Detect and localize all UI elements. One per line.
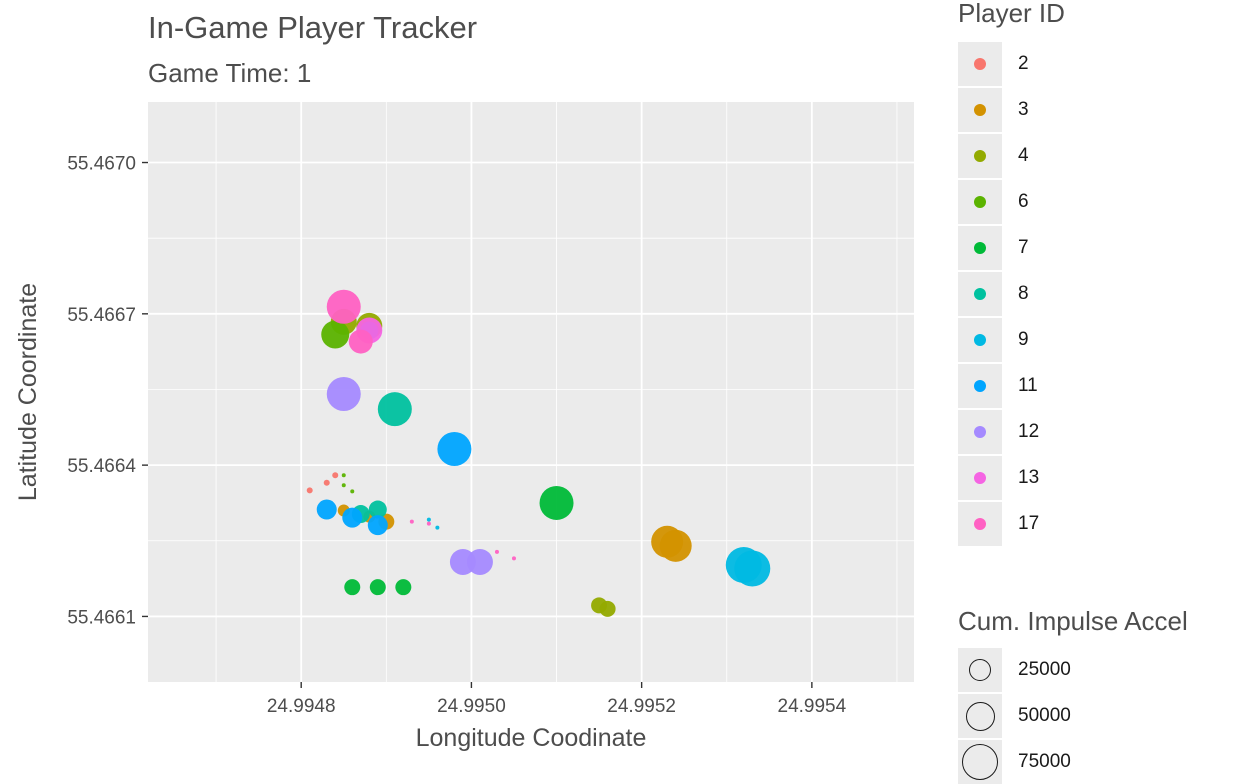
legend-dot [974, 58, 986, 70]
player-12-point [326, 377, 361, 412]
player-11-point [367, 515, 388, 536]
legend-dot [974, 380, 986, 392]
size-ring [962, 744, 998, 780]
legend-dot [974, 472, 986, 484]
player-17-point [494, 549, 499, 554]
legend-dot [974, 196, 986, 208]
player-6-point [341, 483, 346, 488]
legend-label-player-13: 13 [1018, 467, 1040, 488]
legend-dot [974, 150, 986, 162]
player-7-point [369, 579, 386, 596]
legend-key-player-8 [958, 272, 1002, 316]
legend-key-player-6 [958, 180, 1002, 224]
legend-label-player-8: 8 [1018, 283, 1029, 304]
player-4-point [599, 600, 616, 617]
legend-label-player-2: 2 [1018, 53, 1029, 74]
legend-label-player-3: 3 [1018, 99, 1029, 120]
player-9-point [435, 525, 440, 530]
y-axis-title: Latitude Coordinate [14, 283, 42, 501]
legend-dot [974, 288, 986, 300]
player-11-point [437, 431, 472, 466]
size-legend-key [958, 648, 1002, 692]
player-6-point [350, 489, 355, 494]
legend-dot [974, 242, 986, 254]
player-9-point [734, 550, 771, 587]
legend-key-player-17 [958, 502, 1002, 546]
player-17-point [348, 329, 373, 354]
player-8-point [377, 392, 412, 427]
size-ring [969, 659, 991, 681]
y-tick-label: 55.4670 [67, 154, 136, 175]
player-6-point [341, 473, 346, 478]
player-6-point [321, 320, 350, 349]
y-tick-label: 55.4661 [67, 607, 136, 628]
player-9-point [426, 517, 431, 522]
legend-label-player-9: 9 [1018, 329, 1029, 350]
chart-title: In-Game Player Tracker [148, 10, 478, 45]
legend-dot [974, 426, 986, 438]
player-12-point [466, 548, 493, 575]
player-3-point [659, 529, 692, 562]
player-2-point [306, 487, 313, 494]
size-legend-label: 25000 [1018, 659, 1071, 680]
player-2-point [323, 479, 330, 486]
legend-key-player-4 [958, 134, 1002, 178]
player-11-point [342, 507, 363, 528]
legend-key-player-3 [958, 88, 1002, 132]
chart-subtitle: Game Time: 1 [148, 58, 312, 88]
size-legend-key [958, 694, 1002, 738]
plot-panel [148, 102, 914, 682]
legend-label-player-12: 12 [1018, 421, 1040, 442]
size-legend-title: Cum. Impulse Accel [958, 606, 1188, 636]
legend-label-player-11: 11 [1018, 375, 1038, 396]
color-legend-title: Player ID [958, 0, 1065, 28]
player-7-point [395, 579, 412, 596]
legend-label-player-17: 17 [1018, 513, 1040, 534]
legend-key-player-11 [958, 364, 1002, 408]
player-17-point [511, 556, 516, 561]
legend-key-player-2 [958, 42, 1002, 86]
size-legend-key [958, 740, 1002, 784]
legend-dot [974, 104, 986, 116]
y-tick-label: 55.4664 [67, 456, 136, 477]
player-11-point [316, 499, 337, 520]
y-tick-label: 55.4667 [67, 305, 136, 326]
legend-dot [974, 334, 986, 346]
x-tick-label: 24.9952 [607, 696, 676, 717]
player-17-point [409, 519, 414, 524]
legend-key-player-12 [958, 410, 1002, 454]
legend-label-player-4: 4 [1018, 145, 1029, 166]
data-points [306, 289, 771, 617]
x-tick-label: 24.9948 [267, 696, 336, 717]
legend-key-player-9 [958, 318, 1002, 362]
player-17-point [326, 289, 361, 324]
legend-label-player-7: 7 [1018, 237, 1029, 258]
player-8-point [368, 500, 387, 519]
legend-key-player-7 [958, 226, 1002, 270]
player-2-point [332, 472, 339, 479]
player-17-point [426, 521, 431, 526]
player-7-point [539, 485, 574, 520]
size-legend-label: 75000 [1018, 751, 1071, 772]
x-tick-label: 24.9954 [778, 696, 847, 717]
size-ring [965, 701, 995, 731]
legend-label-player-6: 6 [1018, 191, 1029, 212]
grid-lines [148, 102, 914, 682]
size-legend-label: 50000 [1018, 705, 1071, 726]
axes: 24.9948 24.9950 24.9952 24.9954 55.4661 55.46… [67, 154, 846, 717]
legend-dot [974, 518, 986, 530]
x-tick-label: 24.9950 [437, 696, 506, 717]
legend-key-player-13 [958, 456, 1002, 500]
scatter-plot: 24.9948 24.9950 24.9952 24.9954 55.4661 55.46… [14, 102, 914, 752]
x-axis-title: Longitude Coodinate [416, 724, 647, 752]
player-7-point [344, 579, 361, 596]
